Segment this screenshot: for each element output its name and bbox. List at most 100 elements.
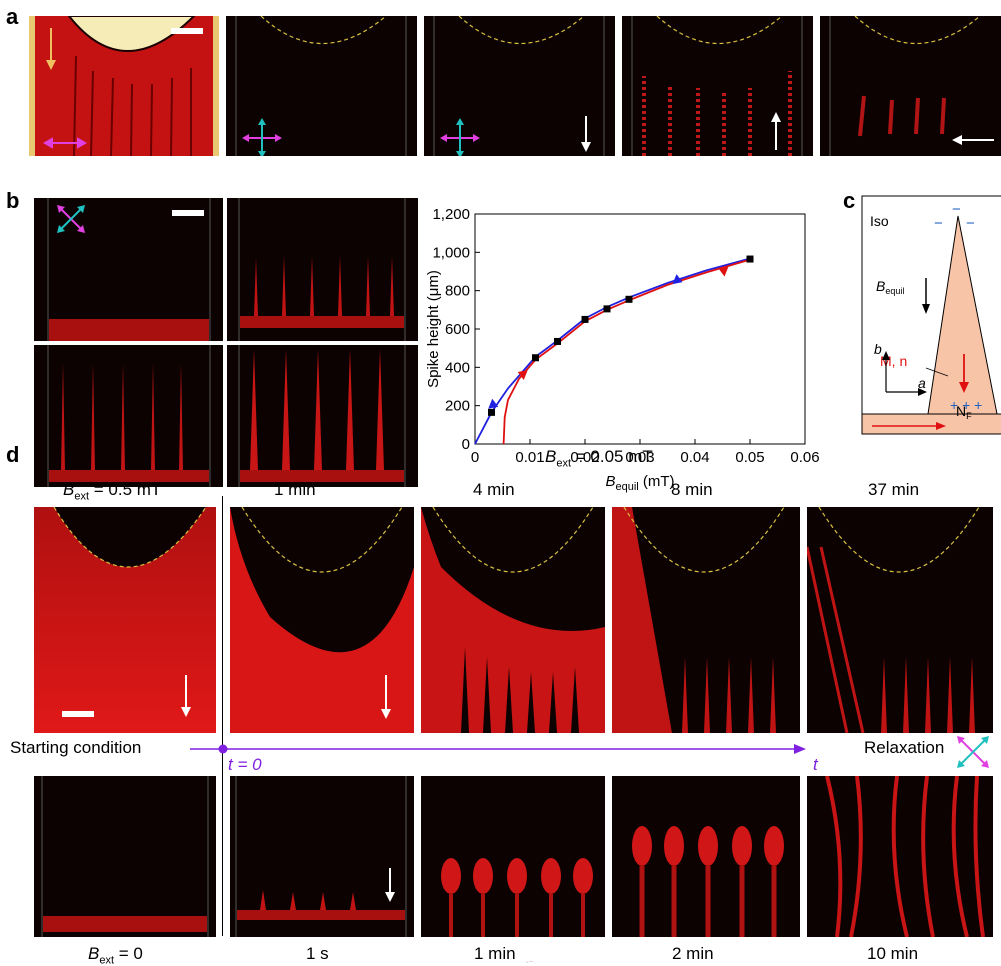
y-tick-label: 600 (445, 321, 470, 338)
crossed-polarizers-icon (242, 118, 282, 156)
direction-arrow (488, 398, 499, 409)
minus-charge-left: − (934, 215, 943, 232)
nf-spike-shape (927, 215, 998, 415)
nf-spike-schematic: Iso − − − Bequil M, n NF + + + b a (861, 195, 1001, 435)
micrograph-a4-drawing (631, 16, 803, 156)
micrograph-a2-drawing (235, 16, 407, 156)
micrograph-b1 (34, 198, 223, 341)
y-axis-label: Spike height (μm) (425, 270, 442, 388)
data-point (625, 295, 633, 303)
micrograph-d-bottom-2 (421, 776, 605, 937)
spikes (250, 349, 384, 470)
nf-substrate-layer (861, 413, 1001, 435)
bext-bottom-sub: ext (526, 963, 529, 965)
micrograph-b2 (227, 198, 418, 341)
iso-droplet (67, 16, 196, 52)
micrograph-d-top-2 (421, 507, 605, 733)
field-arrow-head (385, 892, 395, 902)
bext-start-rest: = 0.5 mT (89, 480, 162, 499)
nf-label: NF (956, 403, 972, 421)
a-axis-label: a (918, 375, 926, 391)
micrograph-d-bottom-4 (807, 776, 993, 937)
nf-label-main: N (956, 403, 966, 419)
x-tick-label: 0.05 (735, 449, 764, 466)
panel-letter-b: b (6, 188, 20, 213)
spike-height-chart: 0 0.01 0.02 0.03 0.04 0.05 0.06 0 200 400 600 800 1,… (425, 206, 820, 493)
micrograph-d-bottom-2-drawing (441, 858, 593, 937)
x-tick-label: 0.04 (680, 449, 709, 466)
x-axis-label-sub: equil (615, 481, 638, 493)
time-top-4: 37 min (868, 480, 920, 499)
time-top-1: 1 min (274, 480, 316, 499)
panel-letter-a: a (6, 4, 19, 29)
micrograph-d-bottom-1 (230, 776, 414, 937)
micrograph-b1-drawing (47, 198, 211, 341)
droplet-outline (854, 16, 981, 44)
droplet-outline (260, 16, 387, 44)
micrograph-d-start-drawing (34, 507, 216, 733)
series-line-0 (474, 257, 751, 445)
x-axis-label-main: B (605, 473, 615, 490)
direction-arrow (718, 266, 729, 277)
y-tick-label: 200 (445, 398, 470, 415)
bext-start-sub: ext (74, 490, 90, 503)
timeline-arrow (190, 744, 806, 754)
b-equil-label-main: B (876, 278, 885, 294)
b-equil-label: Bequil (876, 278, 904, 296)
micrograph-d-top-3 (612, 507, 800, 733)
micrograph-a3 (424, 16, 615, 156)
micrograph-d-bottom-3-drawing (632, 826, 784, 937)
micrograph-d-start (34, 507, 216, 733)
scale-bar (62, 711, 94, 717)
time-bottom-4: 10 min (867, 944, 919, 963)
bext-bottom-caption: Bext = 0.05 mT (526, 962, 533, 964)
bext-top-caption: Bext = 0.05 mT (545, 447, 653, 469)
time-bottom-1: 1 s (306, 944, 329, 963)
spike-lines (73, 55, 192, 156)
x-axis-label-unit: (mT) (639, 473, 675, 490)
micrograph-a3-drawing (433, 16, 605, 156)
x-tick-label: 0 (471, 449, 479, 466)
b-equil-arrow-head (922, 304, 930, 314)
data-point (554, 337, 561, 345)
field-arrow-head (952, 135, 962, 145)
direction-arrow (517, 370, 528, 380)
micrograph-a2 (226, 16, 417, 156)
y-tick-label: 1,200 (432, 206, 470, 223)
micrograph-d-top-1 (230, 507, 414, 733)
polarization-arrow-head (959, 382, 969, 393)
micrograph-d-zero-drawing (41, 776, 209, 937)
micrograph-d-top-4-drawing (807, 507, 980, 733)
y-tick-label: 1,000 (432, 244, 470, 261)
cell-edge-right (213, 16, 219, 156)
b-axis-head (882, 351, 890, 360)
a-axis-head (918, 388, 927, 396)
chart-points (488, 255, 754, 416)
scale-bar (172, 210, 204, 216)
data-point (603, 305, 611, 313)
chart-axes: 0 0.01 0.02 0.03 0.04 0.05 0.06 0 200 400 600 800 1,… (432, 206, 819, 466)
micrograph-a1 (29, 16, 219, 156)
timeline-divider (222, 496, 223, 936)
spike-textures (642, 71, 792, 156)
micrograph-b2-drawing (238, 198, 406, 341)
x-tick-label: 0.01 (515, 449, 544, 466)
field-arrow-head (181, 707, 191, 717)
b-axis-label: b (874, 341, 882, 357)
chart-series (474, 257, 751, 445)
spikes (254, 256, 394, 316)
series-line-1 (502, 258, 751, 445)
micrograph-a1-drawing (29, 16, 219, 156)
micrograph-d-bottom-1-drawing (235, 776, 407, 937)
minus-charge-top: − (952, 201, 961, 218)
diagonal-polarizers-icon (957, 736, 989, 768)
direction-arrow (672, 274, 683, 285)
b-equil-label-sub: equil (885, 286, 904, 296)
time-top-2: 4 min (473, 480, 515, 499)
micrograph-a5 (820, 16, 1001, 156)
micrograph-d-top-2-drawing (421, 507, 605, 733)
starting-condition-label: Starting condition (10, 738, 142, 757)
micrograph-b4 (227, 345, 418, 487)
time-top-3: 8 min (671, 480, 713, 499)
x-tick-label: 0.03 (625, 449, 654, 466)
